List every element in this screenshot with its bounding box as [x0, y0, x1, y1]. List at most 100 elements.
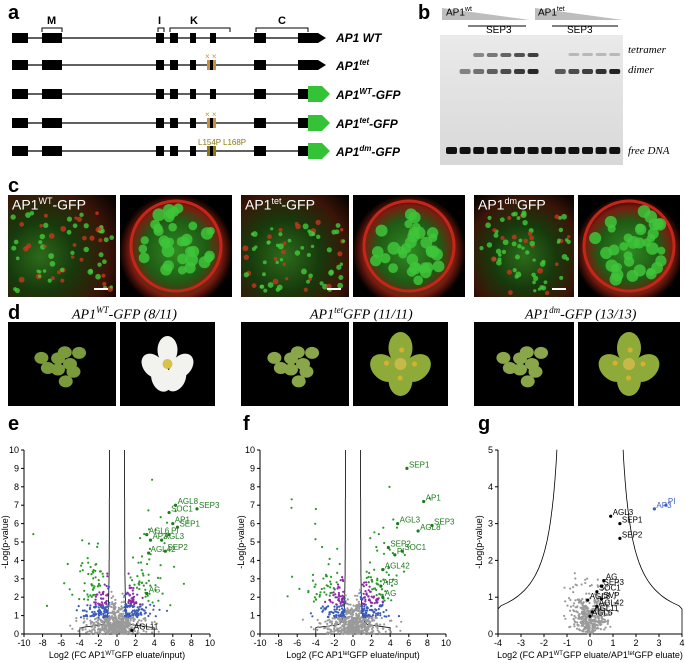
data-point: [89, 604, 92, 607]
labeled-point: [602, 579, 606, 583]
data-point: [133, 610, 137, 613]
data-point: [361, 626, 364, 629]
data-point: [147, 528, 151, 531]
data-point: [572, 618, 576, 621]
data-point: [83, 582, 86, 585]
data-point: [141, 596, 144, 599]
data-point: [341, 594, 344, 597]
data-point: [130, 586, 133, 589]
data-point: [369, 623, 372, 626]
dimer-band: [582, 69, 593, 74]
data-point: [375, 612, 378, 615]
data-point: [112, 629, 115, 632]
labeled-point: [148, 538, 153, 542]
data-point: [129, 576, 132, 579]
data-point: [71, 627, 74, 630]
cell-dot: [47, 278, 52, 283]
data-point: [151, 601, 154, 604]
data-point: [339, 601, 342, 604]
data-point: [151, 631, 154, 634]
data-point: [82, 621, 85, 624]
data-point: [591, 627, 594, 630]
data-point: [388, 628, 391, 631]
cell-dot: [270, 227, 274, 231]
data-point: [82, 617, 86, 620]
data-point: [603, 610, 606, 614]
x-tick-label: 2: [633, 638, 638, 648]
data-point: [376, 583, 379, 586]
data-point: [109, 621, 112, 624]
data-point: [89, 619, 92, 622]
data-point: [367, 632, 370, 635]
data-point: [124, 624, 127, 627]
cell-dot: [83, 246, 90, 253]
data-point: [132, 592, 135, 595]
data-point: [339, 595, 342, 598]
data-point: [573, 572, 576, 575]
flower-caption-ap1dm: AP1dm-GFP (13/13): [525, 305, 637, 323]
data-point: [382, 610, 385, 614]
data-point: [111, 612, 114, 615]
exon-block: [156, 146, 164, 156]
labeled-point: [599, 584, 604, 588]
data-point: [286, 595, 289, 598]
data-point: [116, 625, 119, 628]
data-point: [335, 581, 338, 584]
data-point: [323, 591, 326, 594]
point-label: SOC1: [404, 543, 426, 552]
data-point: [588, 630, 591, 633]
data-point: [129, 614, 132, 617]
data-point: [383, 623, 386, 626]
data-point: [114, 606, 117, 609]
anther: [612, 360, 618, 366]
data-point: [574, 583, 577, 586]
exon-block: [298, 146, 308, 156]
micro-ap1tet-inflorescence: AP1tet-GFP: [241, 195, 349, 297]
data-point: [360, 597, 364, 600]
data-point: [371, 624, 374, 627]
data-point: [114, 629, 117, 632]
cell-dot: [50, 276, 55, 281]
data-point: [75, 609, 78, 612]
data-point: [150, 621, 154, 624]
cell-dot: [59, 267, 65, 273]
data-point: [151, 478, 154, 481]
cell-dot: [273, 256, 278, 261]
data-point: [97, 625, 100, 628]
data-point: [597, 621, 601, 624]
cell-cluster-5: [479, 210, 571, 296]
data-point: [365, 583, 368, 586]
data-point: [81, 539, 84, 542]
data-point: [90, 626, 93, 629]
data-point: [375, 594, 378, 597]
data-point: [101, 607, 104, 610]
x-axis-label: Log2 (FC AP1WTGFP eluate/input): [49, 650, 185, 660]
data-point: [130, 611, 133, 614]
point-label: AGL42: [151, 545, 176, 554]
cell-cluster-6: [582, 199, 676, 293]
data-point: [138, 632, 141, 635]
flower-shape-4: [370, 332, 431, 396]
data-point: [327, 605, 330, 608]
data-point: [347, 624, 350, 627]
data-point: [344, 594, 347, 597]
data-point: [89, 594, 92, 597]
data-point: [380, 617, 383, 620]
domain-i-label: I: [158, 15, 162, 27]
data-point: [603, 628, 606, 631]
cell-dot: [98, 238, 103, 243]
data-point: [122, 622, 125, 625]
data-point: [576, 627, 579, 630]
tetramer-band: [595, 53, 607, 56]
data-point: [105, 603, 108, 606]
data-point: [329, 620, 332, 623]
data-point: [139, 613, 142, 616]
point-label: AGL8: [178, 497, 199, 506]
cell-dot: [497, 253, 502, 257]
data-point: [87, 572, 90, 576]
cell-dot: [337, 282, 344, 289]
data-point: [349, 624, 352, 628]
data-point: [348, 609, 351, 612]
data-point: [355, 618, 358, 621]
data-point: [324, 608, 327, 611]
